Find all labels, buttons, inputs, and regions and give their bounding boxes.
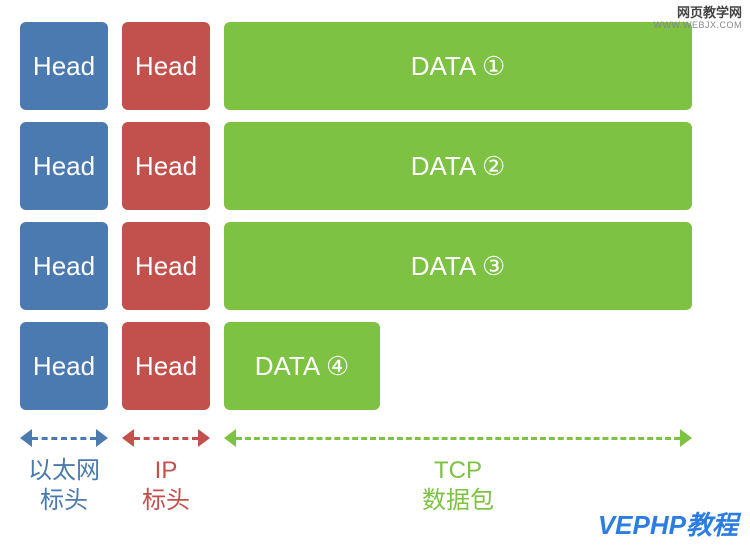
tcp-legend-line1: TCP bbox=[224, 456, 692, 486]
ethernet-head-block: Head bbox=[20, 222, 108, 310]
tcp-data-block: DATA ③ bbox=[224, 222, 692, 310]
ethernet-legend-line1: 以太网 bbox=[20, 456, 108, 486]
packet-row: HeadHeadDATA ④ bbox=[20, 322, 692, 410]
ip-legend-line1: IP bbox=[122, 456, 210, 486]
ethernet-arrow-right-icon bbox=[96, 429, 108, 447]
tcp-data-block: DATA ① bbox=[224, 22, 692, 110]
ethernet-arrow-left-icon bbox=[20, 429, 32, 447]
packet-row: HeadHeadDATA ② bbox=[20, 122, 692, 210]
watermark: 网页教学网 WWW.WEBJX.COM bbox=[654, 2, 743, 30]
tcp-arrow-right-icon bbox=[680, 429, 692, 447]
tcp-range-line bbox=[236, 437, 680, 440]
packet-row: HeadHeadDATA ① bbox=[20, 22, 692, 110]
packet-rows: HeadHeadDATA ①HeadHeadDATA ②HeadHeadDATA… bbox=[20, 22, 692, 422]
ip-legend-label: IP标头 bbox=[122, 456, 210, 516]
ip-arrow-left-icon bbox=[122, 429, 134, 447]
ip-head-block: Head bbox=[122, 322, 210, 410]
ip-arrow-right-icon bbox=[198, 429, 210, 447]
ip-head-block: Head bbox=[122, 222, 210, 310]
ethernet-head-block: Head bbox=[20, 122, 108, 210]
packet-row: HeadHeadDATA ③ bbox=[20, 222, 692, 310]
ethernet-range-line bbox=[32, 437, 96, 440]
ip-legend-line2: 标头 bbox=[122, 486, 210, 516]
ip-head-block: Head bbox=[122, 22, 210, 110]
tcp-arrow-left-icon bbox=[224, 429, 236, 447]
legend-arrows bbox=[20, 430, 730, 448]
ip-head-block: Head bbox=[122, 122, 210, 210]
ip-range-line bbox=[134, 437, 198, 440]
watermark-title: 网页教学网 bbox=[654, 2, 743, 21]
ethernet-legend-line2: 标头 bbox=[20, 486, 108, 516]
ethernet-head-block: Head bbox=[20, 322, 108, 410]
ethernet-legend-label: 以太网标头 bbox=[20, 456, 108, 516]
tcp-data-block: DATA ④ bbox=[224, 322, 380, 410]
brand-footer: VEPHP教程 bbox=[598, 505, 738, 542]
ethernet-head-block: Head bbox=[20, 22, 108, 110]
tcp-data-block: DATA ② bbox=[224, 122, 692, 210]
watermark-url: WWW.WEBJX.COM bbox=[654, 20, 743, 30]
